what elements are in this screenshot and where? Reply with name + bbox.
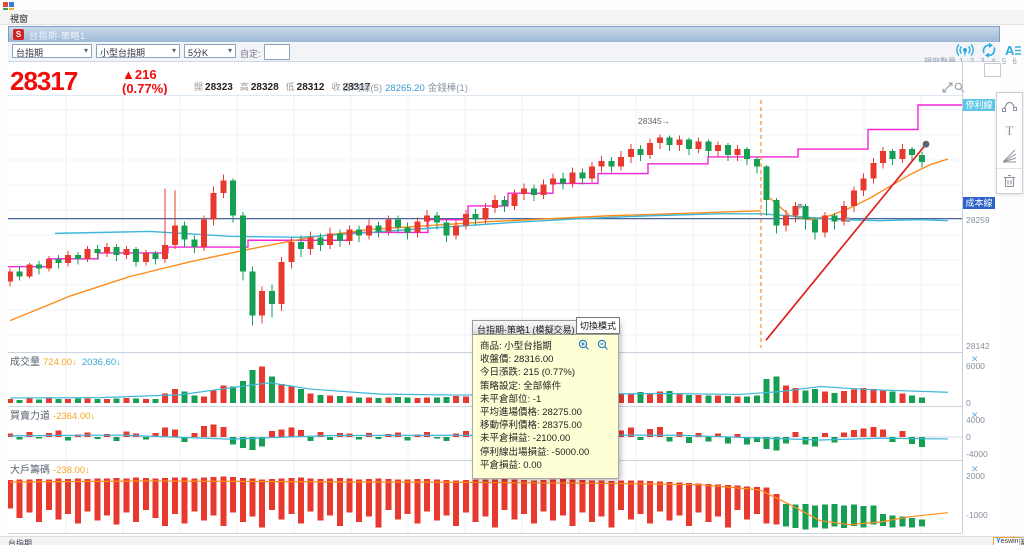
svg-text:A: A xyxy=(1005,43,1015,58)
big-player-chips-chart[interactable] xyxy=(8,460,962,533)
ohlc-readout: 開 28323 高 28328 低 28312 收 28317 xyxy=(194,82,371,93)
popup-row: 策略設定: 全部條件 xyxy=(480,380,562,392)
symbol-dropdown[interactable]: 台指期 ▾ xyxy=(12,44,92,58)
strategy-logo-icon: S xyxy=(13,29,24,40)
popup-row: 移動停利價格: 28375.00 xyxy=(480,420,582,432)
axis-label: 2000 xyxy=(966,471,985,481)
curve-tool-button[interactable] xyxy=(997,93,1022,118)
scale-input-box[interactable] xyxy=(984,63,1001,77)
chart-toolbar: 台指期 ▾ 小型台指期 ▾ 5分K ▾ 自定: A xyxy=(8,42,1021,62)
axis-label: 28259 xyxy=(966,215,990,225)
axis-label: 0 xyxy=(966,398,971,408)
popup-row: 平均進場價格: 28275.00 xyxy=(480,407,582,419)
delete-drawing-button[interactable] xyxy=(997,168,1022,193)
volume-panel-header: 成交量 724.00↓ 2036.60↓ xyxy=(10,357,121,368)
dropdown-caret-icon: ▾ xyxy=(227,46,232,55)
popup-titlebar[interactable]: 台指期-策略1 (模擬交易) 切換模式 xyxy=(472,317,620,335)
text-style-icon[interactable]: A xyxy=(1004,42,1022,59)
taskbar-app-badge[interactable]: Yeswin xyxy=(993,537,1022,545)
child-window-titlebar[interactable]: S 台指期-策略1 xyxy=(8,26,1000,42)
main-candlestick-chart[interactable] xyxy=(8,96,962,350)
day-high-annotation: 28345→ xyxy=(638,116,671,126)
price-change: ▲216 (0.77%) xyxy=(122,67,168,96)
axis-label: -1000 xyxy=(966,510,988,520)
axis-label: 0 xyxy=(966,432,971,442)
strategy-info-popup: 台指期-策略1 (模擬交易) 切換模式 商品: 小型台指期 收盤價: 28316.… xyxy=(472,317,620,480)
axis-divider xyxy=(962,62,963,533)
custom-interval-label: 自定: xyxy=(240,49,261,59)
popup-row: 商品: 小型台指期 xyxy=(480,341,552,352)
dropdown-caret-icon: ▾ xyxy=(83,46,88,55)
fan-lines-tool-button[interactable] xyxy=(997,143,1022,168)
panel-divider xyxy=(8,533,962,534)
axis-label: -4000 xyxy=(966,449,988,459)
last-price: 28317 xyxy=(10,66,78,96)
child-window-title: 台指期-策略1 xyxy=(29,31,86,41)
drawing-toolbar: T xyxy=(996,92,1023,194)
refresh-icon[interactable] xyxy=(980,42,998,59)
power-panel-header: 買賣力道 -2364.00↓ xyxy=(10,411,96,422)
popup-row: 未平倉部位: -1 xyxy=(480,393,542,405)
close-icon[interactable]: ✕ xyxy=(971,410,979,420)
window-count-control: 視窗數量1 2 3 4 5 6 xyxy=(924,56,1019,67)
window-count-label: 視窗數量 xyxy=(924,57,956,66)
broadcast-icon[interactable] xyxy=(956,42,974,59)
volume-panel-chart[interactable] xyxy=(8,352,962,406)
cost-line-badge: 成本線 xyxy=(963,197,995,209)
contract-dropdown[interactable]: 小型台指期 ▾ xyxy=(96,44,180,58)
menu-bar: 視窗 xyxy=(0,10,1024,25)
magnifier-icon[interactable] xyxy=(954,82,965,93)
svg-text:T: T xyxy=(1006,123,1014,138)
popup-body: 商品: 小型台指期 收盤價: 28316.00 今日漲跌: 215 (0.77%) 策… xyxy=(472,335,619,480)
status-bar: 台指期 Yeswin 系統 xyxy=(0,536,1024,545)
popup-row: 平倉損益: 0.00 xyxy=(480,459,542,471)
taskbar-system-badge[interactable]: 系統 xyxy=(1019,537,1024,545)
popup-row: 停利線出場損益: -5000.00 xyxy=(480,446,590,458)
menu-item-window[interactable]: 視窗 xyxy=(10,14,29,24)
dropdown-caret-icon: ▾ xyxy=(171,46,176,55)
close-icon[interactable]: ✕ xyxy=(971,464,979,474)
axis-label: 28142 xyxy=(966,341,990,351)
header-divider xyxy=(8,95,962,96)
chips-panel-header: 大戶籌碼 -238.00↓ xyxy=(10,465,90,476)
popup-row: 未平倉損益: -2100.00 xyxy=(480,433,571,445)
axis-label: 6000 xyxy=(966,361,985,371)
zoom-in-out-icons[interactable] xyxy=(578,339,612,351)
popup-title: 台指期-策略1 (模擬交易) xyxy=(477,325,575,335)
ma-indicator-readout: 日均線(5) 28265.20 金錢棒(1) xyxy=(342,83,468,94)
status-symbol-label: 台指期 xyxy=(8,539,32,545)
trail-stop-line-badge: 停利線 xyxy=(963,99,995,111)
text-tool-button[interactable]: T xyxy=(997,118,1022,143)
chart-region: 28317 ▲216 (0.77%) 開 28323 高 28328 低 28312 收 283… xyxy=(8,62,1001,535)
interval-dropdown[interactable]: 5分K ▾ xyxy=(184,44,236,58)
expand-icon[interactable] xyxy=(942,82,953,93)
close-icon[interactable]: ✕ xyxy=(971,354,979,364)
popup-row: 今日漲跌: 215 (0.77%) xyxy=(480,367,576,379)
custom-interval-input[interactable] xyxy=(264,44,290,60)
popup-row: 收盤價: 28316.00 xyxy=(480,354,554,366)
switch-mode-button[interactable]: 切換模式 xyxy=(575,317,620,334)
axis-label: 4000 xyxy=(966,415,985,425)
window-count-numbers[interactable]: 1 2 3 4 5 6 xyxy=(959,57,1019,66)
